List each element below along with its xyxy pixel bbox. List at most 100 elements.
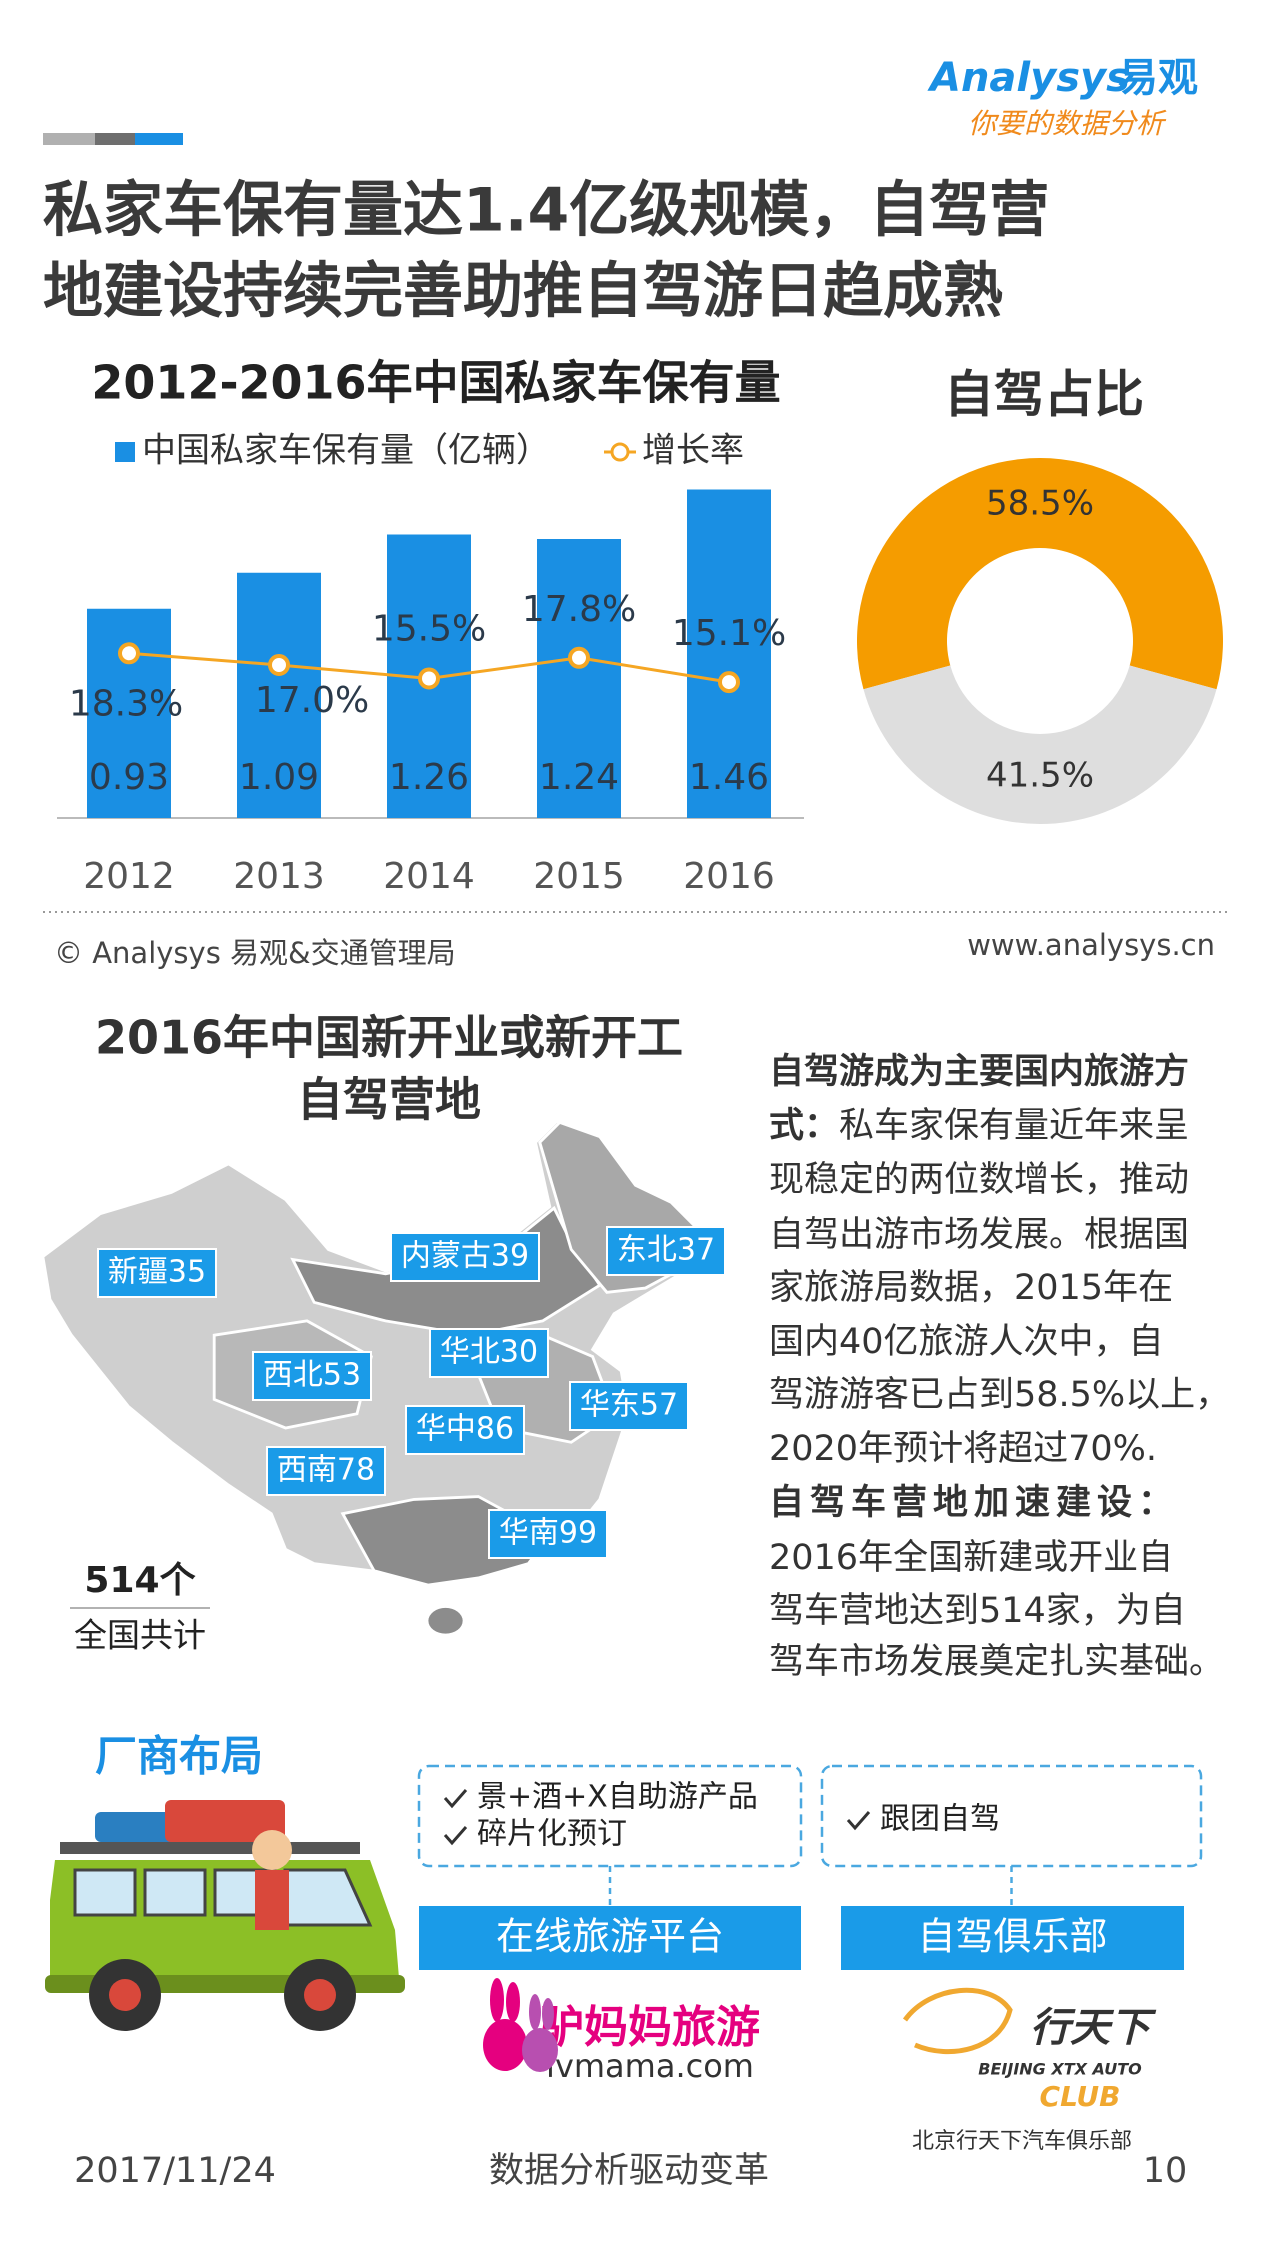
source: © Analysys 易观&交通管理局 xyxy=(54,936,456,970)
category-label: 自驾俱乐部 xyxy=(917,1915,1107,1959)
growth-point xyxy=(568,646,590,669)
logo-text: lvmama.com xyxy=(546,2047,754,2085)
map-title: 自驾营地 xyxy=(297,1073,481,1127)
bar-value-label: 1.46 xyxy=(689,757,769,798)
region-label: 华南99 xyxy=(499,1516,597,1551)
check-icon xyxy=(846,1811,871,1831)
feature: 碎片化预订 xyxy=(477,1817,627,1852)
text-line: 2020年预计将超过70%. xyxy=(769,1429,1157,1469)
region-label: 华东57 xyxy=(580,1388,678,1423)
bar-value-label: 1.09 xyxy=(239,757,319,798)
text-line: 现稳定的两位数增长，推动 xyxy=(769,1160,1189,1200)
text-line: 自驾车营地加速建设： xyxy=(769,1483,1173,1523)
growth-point xyxy=(268,654,290,676)
feature: 景+酒+X自助游产品 xyxy=(477,1780,758,1815)
category-bar xyxy=(419,1906,801,1970)
x-tick-label: 2012 xyxy=(83,856,175,897)
growth-point xyxy=(118,642,140,665)
text-line: 2016年全国新建或开业自 xyxy=(769,1538,1173,1578)
deco-bar xyxy=(95,133,135,145)
website: www.analysys.cn xyxy=(967,928,1215,962)
region-box xyxy=(488,1509,608,1559)
logo-text: 驴妈妈旅游 xyxy=(540,2002,760,2053)
heading: 自驾游成为主要国内旅游方 xyxy=(769,1052,1189,1092)
logo-text: BEIJING XTX AUTO xyxy=(978,2060,1142,2079)
map-title: 2016年中国新开业或新开工 xyxy=(95,1011,683,1065)
logo-text: 行天下 xyxy=(1030,2005,1157,2051)
donut-slice xyxy=(856,457,1224,690)
body: 私车家保有量近年来呈 xyxy=(839,1106,1189,1146)
text-line: 驾车市场发展奠定扎实基础。 xyxy=(769,1642,1224,1682)
text-line: 自驾游成为主要国内旅游方 xyxy=(769,1052,1189,1092)
legend-swatch xyxy=(610,442,630,462)
footer-date: 2017/11/24 xyxy=(74,2151,276,2191)
donut-chart: 58.5% 41.5% xyxy=(856,457,1224,824)
title: 私家车保有量达1.4亿级规模，自驾营 xyxy=(43,176,1049,246)
region-box xyxy=(390,1232,540,1282)
slice-label: 58.5% xyxy=(986,484,1094,524)
bar-value-label: 0.93 xyxy=(89,757,169,798)
region-label: 西北53 xyxy=(263,1358,361,1393)
region-label: 华北30 xyxy=(440,1335,538,1370)
car-illustration xyxy=(45,1800,405,2031)
growth-label: 15.5% xyxy=(372,609,486,650)
donut-slice xyxy=(863,665,1217,824)
footer-slogan: 数据分析驱动变革 xyxy=(489,2151,769,2191)
text-line: 驾游游客已占到58.5%以上， xyxy=(769,1375,1230,1415)
text-line: 国内40亿旅游人次中，自 xyxy=(769,1322,1164,1362)
region-label: 内蒙古39 xyxy=(401,1239,529,1274)
text-line: 式：私车家保有量近年来呈 xyxy=(769,1106,1189,1146)
region-box xyxy=(252,1351,372,1401)
check-icon xyxy=(443,1826,468,1846)
legend-swatch xyxy=(115,442,135,462)
category-label: 在线旅游平台 xyxy=(496,1915,724,1959)
text-line: 自驾出游市场发展。根据国 xyxy=(769,1215,1189,1255)
bar xyxy=(237,572,321,818)
region-label: 东北37 xyxy=(617,1233,715,1268)
bar-line-chart: 0.93 1.09 1.26 1.24 1.46 18.3% 17.0%15.5% 17.8%… xyxy=(69,431,786,898)
chart-title: 2012-2016年中国私家车保有量 xyxy=(91,356,780,410)
heading: 自驾车营地加速建设 xyxy=(769,1483,1138,1523)
xtx-swoosh xyxy=(902,1987,1013,2054)
region-box xyxy=(97,1248,217,1298)
logo-text: 北京行天下汽车俱乐部 xyxy=(912,2129,1132,2154)
logo-text: CLUB xyxy=(1040,2080,1121,2113)
title: 地建设持续完善助推自驾游日趋成熟 xyxy=(43,257,1003,327)
bar xyxy=(687,489,771,818)
chart-title: 自驾占比 xyxy=(944,366,1144,424)
heading: 式： xyxy=(769,1106,839,1146)
logo-slogan: 你要的数据分析 xyxy=(968,107,1167,140)
section-title: 厂商布局 xyxy=(95,1732,263,1781)
region-label: 新疆35 xyxy=(108,1255,206,1290)
slice-label: 41.5% xyxy=(986,756,1094,796)
text-line: 家旅游局数据，2015年在 xyxy=(769,1268,1173,1308)
x-tick-label: 2016 xyxy=(683,856,775,897)
logo-cn: 易观 xyxy=(1118,55,1198,101)
feature-box xyxy=(820,1764,1203,1868)
text-block: 自驾游成为主要国内旅游方 式：私车家保有量近年来呈 现稳定的两位数增长，推动 自… xyxy=(769,1052,1230,1682)
heading: ： xyxy=(1138,1483,1173,1523)
x-tick-label: 2014 xyxy=(383,856,475,897)
lvmama-icon xyxy=(483,1978,558,2072)
logo-name: Analysys xyxy=(927,55,1130,101)
map-total: 514个 xyxy=(84,1560,195,1601)
growth-point xyxy=(418,667,440,690)
region-label: 西南78 xyxy=(277,1453,375,1488)
text-line: 驾车营地达到514家，为自 xyxy=(769,1591,1186,1631)
feature: 跟团自驾 xyxy=(880,1802,1000,1837)
growth-point xyxy=(718,671,740,694)
map-island xyxy=(428,1607,463,1634)
feature-box xyxy=(417,1764,803,1868)
region-box xyxy=(266,1446,386,1496)
legend-label: 增长率 xyxy=(642,431,744,471)
category-bar xyxy=(841,1906,1184,1970)
region-box xyxy=(569,1381,689,1431)
bar xyxy=(537,539,621,818)
growth-label: 17.0% xyxy=(255,680,369,721)
legend-label: 中国私家车保有量（亿辆） xyxy=(142,431,550,471)
map-total-label: 全国共计 xyxy=(74,1616,206,1655)
region-box xyxy=(429,1328,549,1378)
